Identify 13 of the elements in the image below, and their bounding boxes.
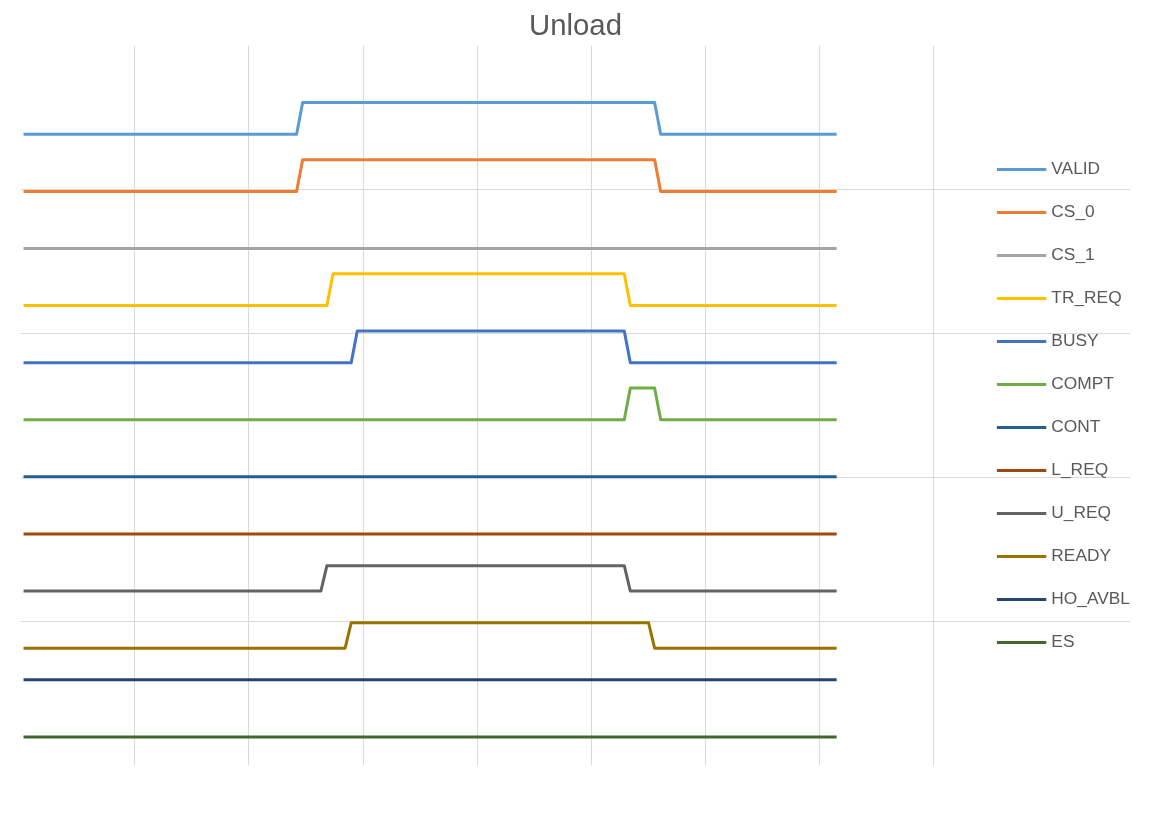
legend-label: VALID [1051, 158, 1101, 179]
legend-label: CS_1 [1051, 244, 1095, 265]
legend-label: COMPT [1051, 373, 1114, 394]
chart-title: Unload [529, 7, 622, 41]
legend-label: U_REQ [1051, 502, 1112, 523]
legend-label: L_REQ [1051, 459, 1109, 480]
legend-label: HO_AVBL [1051, 588, 1130, 609]
legend-label: BUSY [1051, 330, 1099, 351]
legend-label: TR_REQ [1051, 287, 1122, 308]
legend-label: ES [1051, 631, 1075, 652]
legend-label: READY [1051, 545, 1112, 566]
legend-label: CONT [1051, 416, 1101, 437]
legend-label: CS_0 [1051, 201, 1095, 222]
